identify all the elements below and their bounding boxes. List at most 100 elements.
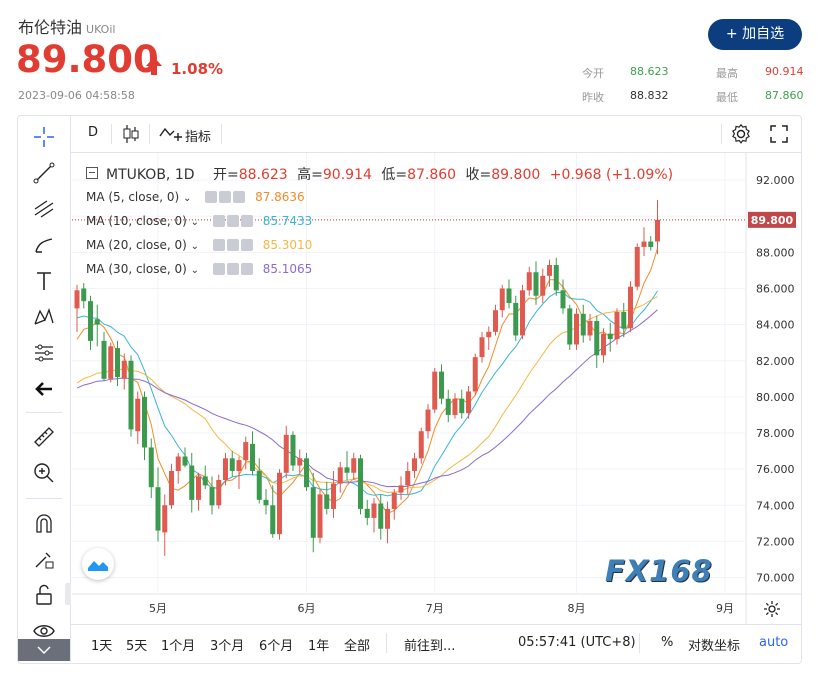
candle-body [283,434,289,473]
legend-change: +0.968 (+1.09%) [549,167,674,183]
price-axis: 92.00090.00088.00086.00084.00082.00080.0… [756,174,795,584]
x-tick-label: 8月 [568,602,586,615]
candle-body [533,272,539,296]
ma10-controls[interactable] [212,214,255,228]
tradingview-logo-button[interactable] [82,548,114,580]
range-1d[interactable]: 1天 [91,639,113,654]
stat-value-prev-close: 88.832 [630,89,669,102]
indicators-icon[interactable] [159,124,183,148]
candle-body [499,288,505,311]
candle-body [229,458,235,471]
candle-body [439,371,444,399]
candle-body [290,434,296,466]
y-tick-label: 78.000 [756,427,795,440]
candle-body [324,494,330,509]
legend-low: 87.860 [407,167,457,183]
fx168-watermark: FX168 [605,554,735,588]
range-all[interactable]: 全部 [344,639,371,654]
stat-label-prev-close: 昨收 [582,91,604,104]
legend-ma30[interactable]: MA (30, close, 0) ⌄ 85.1065 [86,262,313,276]
stat-label-open: 今开 [582,67,604,80]
legend-ma5[interactable]: MA (5, close, 0) ⌄ 87.8636 [86,190,305,204]
indicators-button[interactable]: 指标 [185,130,212,145]
unlock-icon[interactable] [18,580,70,610]
magnet-icon[interactable] [18,508,70,538]
fullscreen-icon[interactable] [769,124,789,148]
legend-ma10[interactable]: MA (10, close, 0) ⌄ 85.7433 [86,214,313,228]
crosshair-icon[interactable] [18,122,70,152]
last-price-tag [748,211,796,228]
percent-toggle[interactable]: % [661,635,674,650]
candle-body [135,398,141,432]
candle-body [459,398,465,414]
range-toolbar: 1天 5天 1个月 3个月 6个月 1年 全部 前往到... 05:57:41 … [71,624,801,663]
drawing-toolbar [18,116,71,662]
ma10-label: MA (10, close, 0) [86,214,187,228]
candle-body [175,456,181,471]
candle-body [155,487,161,531]
candle-body [250,443,255,471]
range-5d[interactable]: 5天 [126,639,148,654]
candle-style-icon[interactable] [121,123,141,149]
candle-body [128,360,134,430]
range-3m[interactable]: 3个月 [210,639,245,654]
collapse-legend-icon[interactable] [86,167,98,179]
axis-settings-icon[interactable] [763,600,781,622]
interval-button[interactable]: D [88,125,99,140]
y-tick-label: 72.000 [756,535,795,548]
legend-close: 89.800 [491,167,541,183]
ma5-controls[interactable] [205,190,247,204]
ruler-icon[interactable] [18,422,70,452]
legend-ma20[interactable]: MA (20, close, 0) ⌄ 85.3010 [86,238,313,252]
candle-body [547,265,552,276]
expand-toolbar-button[interactable] [18,639,70,661]
log-scale-toggle[interactable]: 对数坐标 [688,639,741,654]
chart-widget [17,115,802,664]
candle-body [472,357,478,392]
y-tick-label: 86.000 [756,282,795,295]
brush-icon[interactable] [18,230,70,260]
candle-body [358,458,363,509]
candle-body [189,465,195,500]
clock-timezone[interactable]: 05:57:41 (UTC+8) [518,635,636,650]
eye-icon[interactable] [18,616,70,646]
candle-body [634,246,640,287]
candle-body [108,346,114,379]
add-watchlist-button[interactable]: + 加自选 [708,19,802,50]
candle-body [236,460,242,471]
x-tick-label: 5月 [149,602,167,615]
candle-body [317,494,323,538]
goto-date-button[interactable]: 前往到... [404,639,456,654]
candle-body [587,321,593,336]
text-tool-icon[interactable] [18,266,70,296]
timestamp: 2023-09-06 04:58:58 [18,89,135,102]
range-6m[interactable]: 6个月 [259,639,294,654]
lock-drawings-icon[interactable] [18,544,70,574]
candle-body [506,288,512,303]
auto-scale-toggle[interactable]: auto [759,635,789,650]
prediction-tool-icon[interactable] [18,338,70,368]
ma20-controls[interactable] [212,238,255,252]
candle-body [614,311,620,340]
ma30-controls[interactable] [212,262,255,276]
legend-low-label: 低 [381,167,396,183]
candle-body [425,409,431,432]
range-1m[interactable]: 1个月 [161,639,196,654]
time-axis: 5月 6月 7月 8月 9月 [149,602,734,615]
pattern-tool-icon[interactable] [18,302,70,332]
x-tick-label: 7月 [426,602,444,615]
fib-tool-icon[interactable] [18,194,70,224]
trend-line-icon[interactable] [18,158,70,188]
candle-body [560,290,566,309]
toolbar-collapse-handle[interactable] [65,583,71,605]
ma20-value: 85.3010 [262,238,313,252]
back-arrow-icon[interactable] [18,374,70,404]
settings-gear-icon[interactable] [730,123,752,149]
chevron-down-icon [37,646,51,655]
candle-body [641,241,647,247]
zoom-in-icon[interactable] [18,458,70,488]
range-1y[interactable]: 1年 [308,639,330,654]
y-tick-label: 84.000 [756,319,795,332]
y-tick-label: 82.000 [756,355,795,368]
